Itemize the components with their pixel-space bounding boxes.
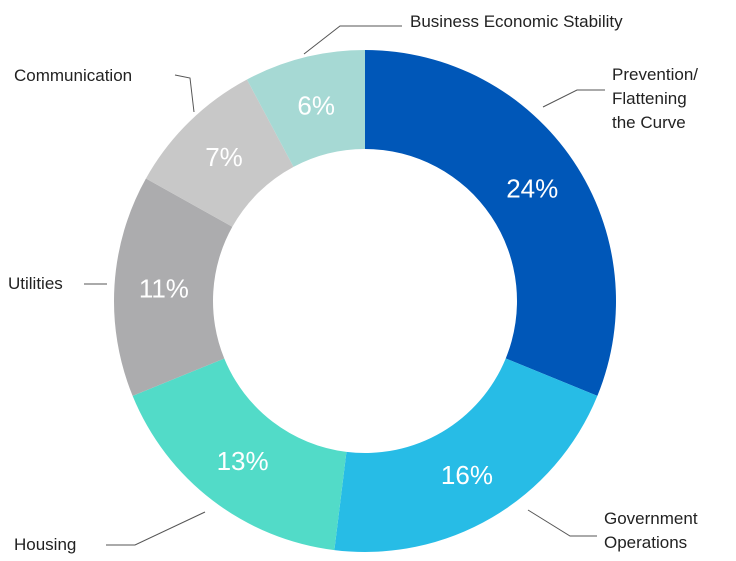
donut-slices [114,50,617,552]
category-label: Government Operations [604,509,698,552]
value-label: 7% [205,142,243,172]
category-label-line: Government [604,509,698,528]
category-labels: Prevention/Flattening the Curve Government… [8,12,698,554]
donut-slice [114,178,233,396]
value-label: 13% [217,446,269,476]
leader-line [542,89,605,108]
category-label: Prevention/Flattening the Curve [612,65,698,132]
category-label-line: Housing [14,535,76,554]
category-label: Utilities [8,274,63,293]
category-label: Housing [14,535,76,554]
donut-slice [246,50,365,167]
category-label-line: Communication [14,66,132,85]
value-label: 16% [441,460,493,490]
category-label-line: Business Economic Stability [410,12,623,31]
donut-slice [365,50,617,396]
category-label-line: Utilities [8,274,63,293]
value-labels: 24% 16% 13% 11% 7% 6% [139,91,558,490]
donut-slice [334,358,598,552]
donut-slice [145,79,294,227]
leader-line [303,25,402,55]
value-label: 6% [297,91,335,121]
value-label: 11% [139,274,189,304]
category-label-line: Flattening [612,89,687,108]
leader-line [527,509,597,537]
category-label-line: Operations [604,533,687,552]
donut-slice [132,358,347,551]
leader-line [174,74,195,113]
category-label-line: the Curve [612,113,686,132]
category-label-line: Prevention/ [612,65,698,84]
leader-lines [84,25,605,546]
leader-line [106,511,206,546]
category-label: Business Economic Stability [410,12,623,31]
category-label: Communication [14,66,132,85]
value-label: 24% [506,174,558,204]
